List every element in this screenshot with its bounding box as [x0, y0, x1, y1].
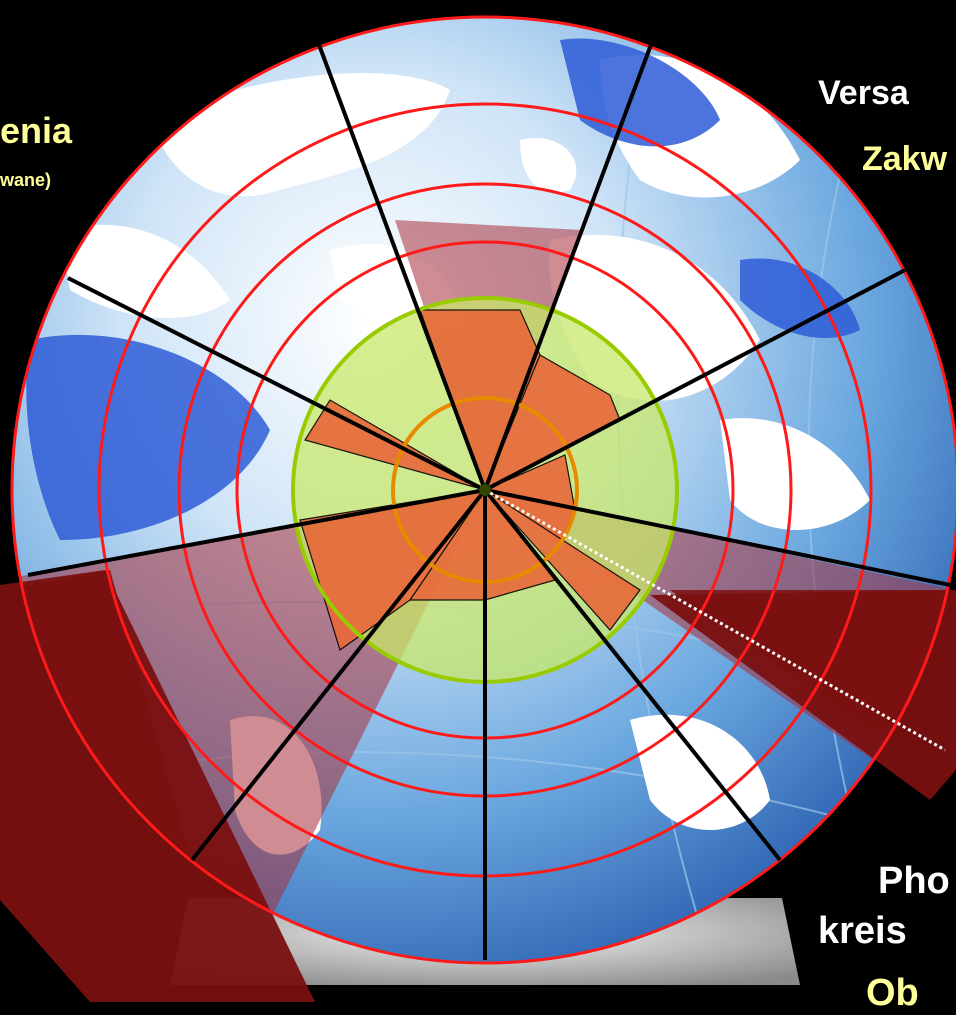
dotted-spoke [484, 488, 946, 752]
radial-spokes [27, 41, 951, 960]
label-top-right-2: Zakw [862, 140, 948, 178]
label-bottom-right-2: kreis [818, 910, 907, 952]
label-bottom-right-1: Pho [878, 860, 950, 902]
right-dark-red-wedge [650, 590, 956, 800]
label-bottom-right-3: Ob [866, 972, 919, 1014]
label-top-left-sub: wane) [0, 170, 52, 190]
label-top-right-1: Versa [818, 74, 909, 112]
center-hub [479, 484, 491, 496]
label-top-left-main: enia [0, 110, 73, 151]
